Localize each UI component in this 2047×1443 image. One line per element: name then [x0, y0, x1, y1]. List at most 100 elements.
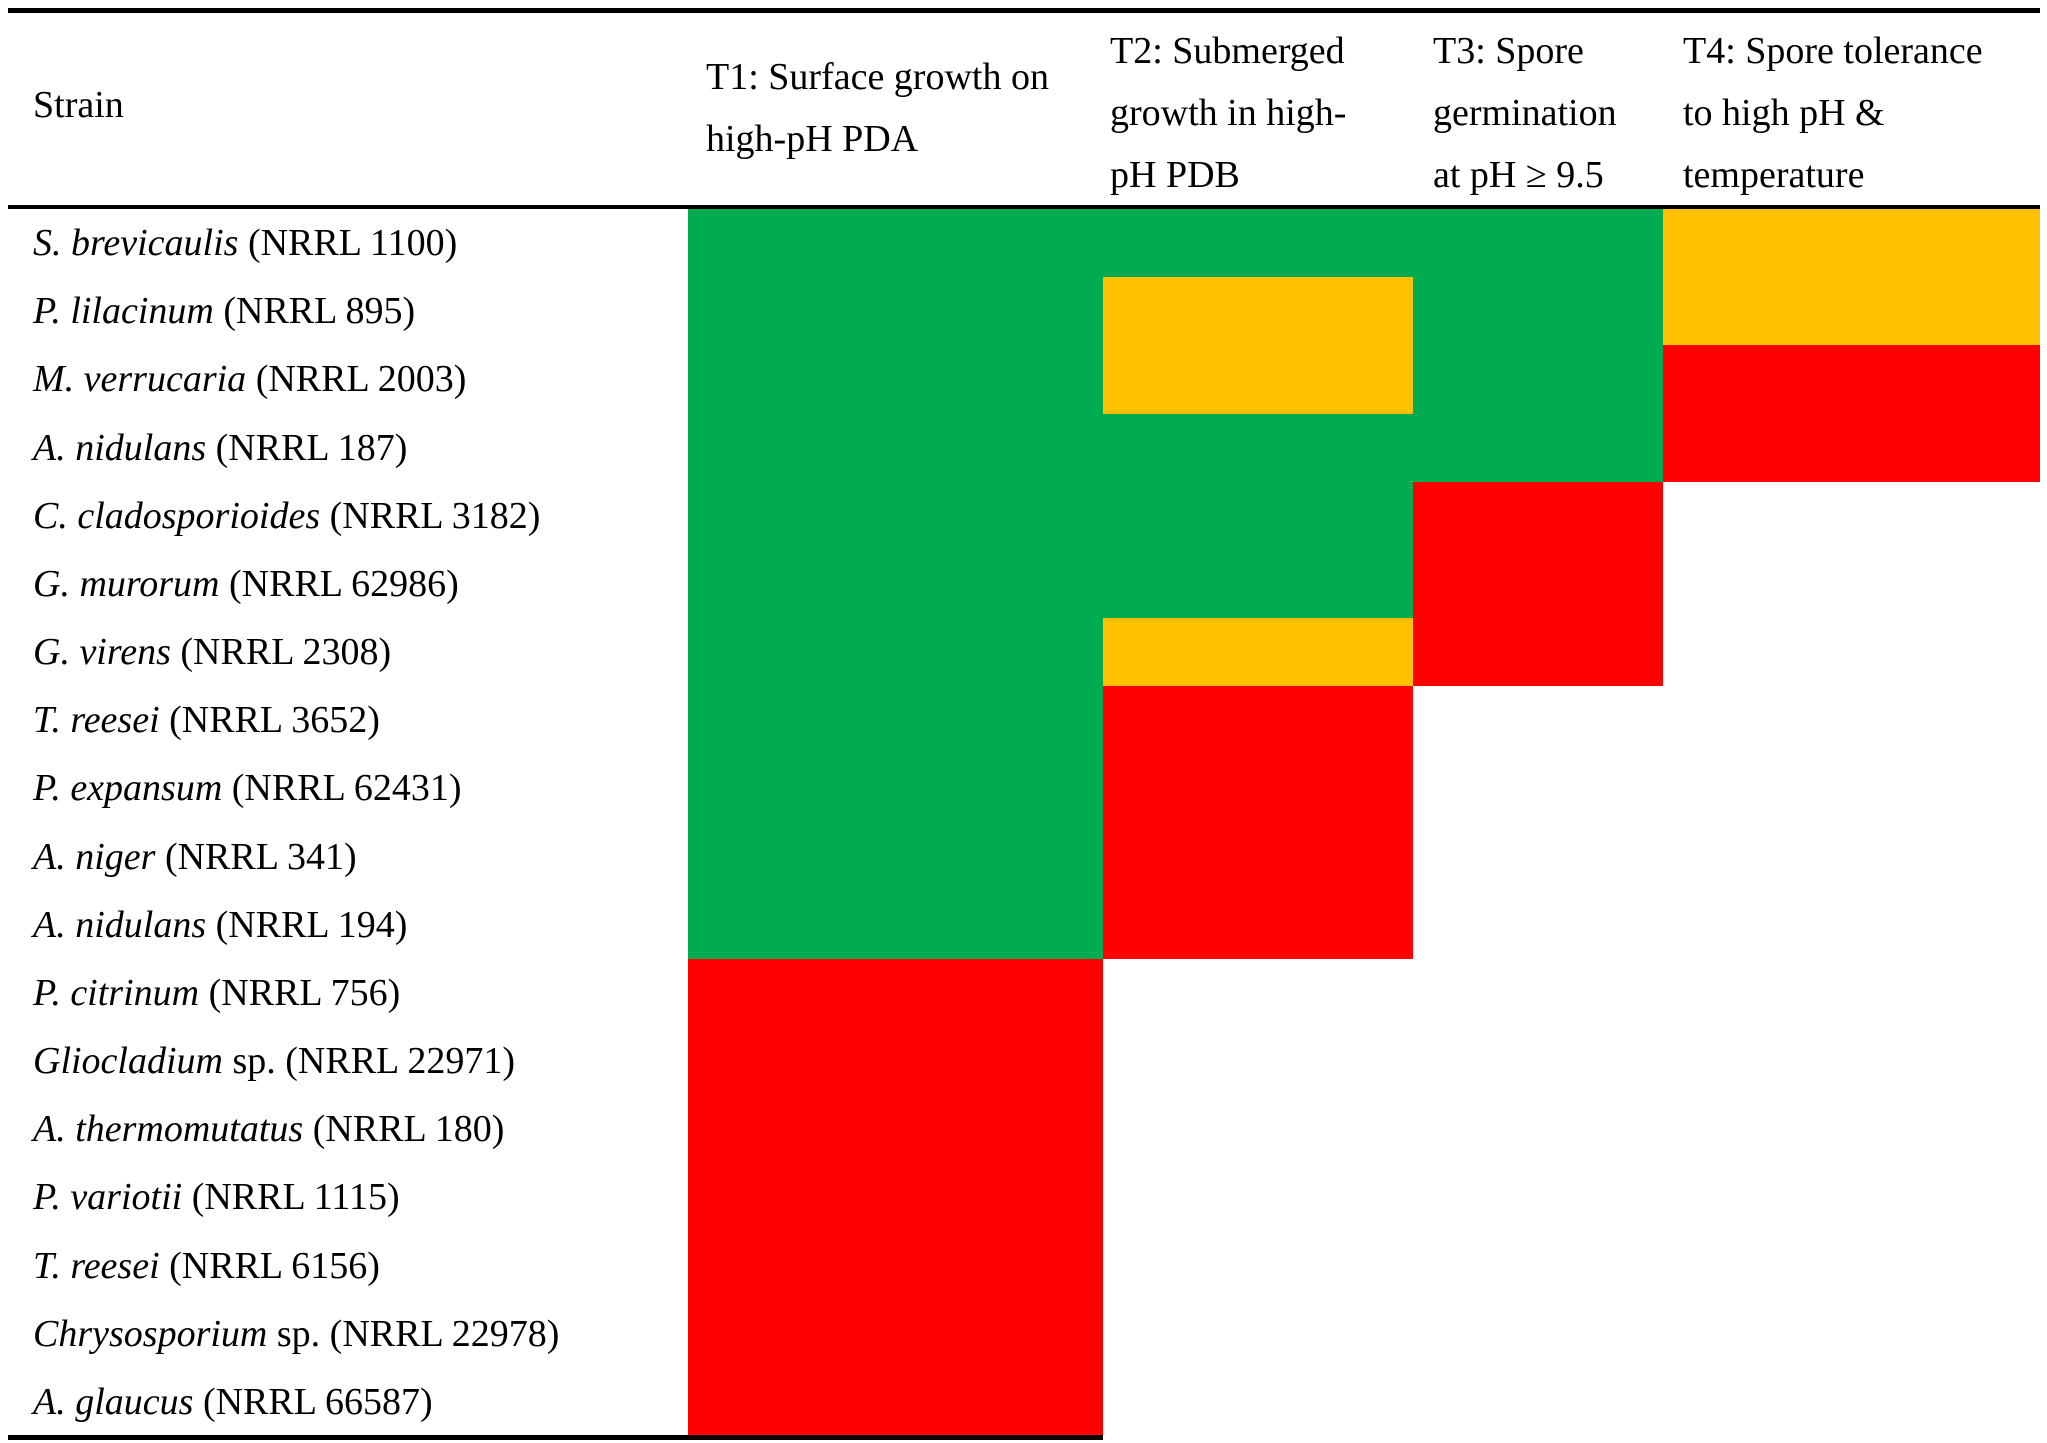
column-header-t2-line: T2: Submerged	[1110, 30, 1345, 72]
result-cell-t3	[1413, 1095, 1663, 1163]
table-row: A. niger (NRRL 341)	[0, 823, 2047, 891]
result-cell-t2	[1103, 959, 1413, 1027]
strain-species-italic: A. nidulans	[33, 904, 207, 946]
result-cell-t4	[1663, 1095, 2040, 1163]
strain-species-italic: A. niger	[33, 836, 156, 878]
column-header-strain: Strain	[33, 74, 124, 136]
result-cell-t2	[1103, 1300, 1413, 1368]
strain-species-italic: A. nidulans	[33, 427, 207, 469]
result-cell-t1	[688, 1163, 1103, 1232]
table-row: A. thermomutatus (NRRL 180)	[0, 1095, 2047, 1163]
result-cell-t4	[1663, 823, 2040, 891]
strain-species-italic: S. brevicaulis	[33, 222, 239, 264]
strain-label: A. nidulans (NRRL 194)	[33, 891, 407, 959]
result-cell-t3	[1413, 550, 1663, 618]
column-header-strain-line: Strain	[33, 84, 124, 126]
strain-species-italic: P. citrinum	[33, 972, 200, 1014]
strain-accession: (NRRL 1115)	[182, 1176, 400, 1218]
result-cell-t1	[688, 1300, 1103, 1368]
result-cell-t3	[1413, 277, 1663, 345]
strain-accession: (NRRL 194)	[206, 904, 408, 946]
column-header-t3: T3: Spore germination at pH ≥ 9.5	[1433, 20, 1617, 206]
table-row: G. virens (NRRL 2308)	[0, 618, 2047, 686]
table-row: M. verrucaria (NRRL 2003)	[0, 345, 2047, 414]
result-cell-t3	[1413, 1300, 1663, 1368]
strain-species-italic: G. virens	[33, 631, 171, 673]
table-bottom-border	[8, 1435, 1103, 1440]
strain-label: P. lilacinum (NRRL 895)	[33, 277, 415, 345]
strain-label: T. reesei (NRRL 6156)	[33, 1232, 380, 1300]
strain-accession: (NRRL 3182)	[320, 495, 541, 537]
column-header-t1-line: high-pH PDA	[706, 118, 919, 160]
result-cell-t4	[1663, 209, 2040, 277]
result-cell-t1	[688, 1095, 1103, 1163]
result-cell-t4	[1663, 1368, 2040, 1436]
result-cell-t4	[1663, 1232, 2040, 1300]
result-cell-t3	[1413, 618, 1663, 686]
strain-label: T. reesei (NRRL 3652)	[33, 686, 380, 754]
column-header-t3-line: T3: Spore	[1433, 30, 1584, 72]
table-top-border	[8, 8, 2040, 13]
strain-species-italic: Chrysosporium	[33, 1313, 268, 1355]
strain-accession: (NRRL 1100)	[238, 222, 458, 264]
result-cell-t3	[1413, 1163, 1663, 1232]
table-row: T. reesei (NRRL 6156)	[0, 1232, 2047, 1300]
column-header-t2-line: growth in high-	[1110, 92, 1347, 134]
result-cell-t4	[1663, 1027, 2040, 1095]
result-cell-t2	[1103, 823, 1413, 891]
result-cell-t2	[1103, 345, 1413, 414]
strain-label: M. verrucaria (NRRL 2003)	[33, 345, 466, 414]
result-cell-t2	[1103, 550, 1413, 618]
result-cell-t4	[1663, 345, 2040, 414]
result-cell-t1	[688, 345, 1103, 414]
table-row: A. nidulans (NRRL 187)	[0, 414, 2047, 482]
strain-species-italic: P. lilacinum	[33, 290, 214, 332]
result-cell-t3	[1413, 891, 1663, 959]
column-header-t3-line: germination	[1433, 92, 1617, 134]
table-row: G. murorum (NRRL 62986)	[0, 550, 2047, 618]
strain-label: G. virens (NRRL 2308)	[33, 618, 391, 686]
strain-species-italic: Gliocladium	[33, 1040, 223, 1082]
result-cell-t2	[1103, 686, 1413, 754]
strain-accession: sp. (NRRL 22971)	[222, 1040, 516, 1082]
strain-species-italic: A. thermomutatus	[33, 1108, 304, 1150]
result-cell-t4	[1663, 891, 2040, 959]
strain-species-italic: T. reesei	[33, 1245, 160, 1287]
result-cell-t2	[1103, 482, 1413, 550]
result-cell-t4	[1663, 482, 2040, 550]
table-row: P. expansum (NRRL 62431)	[0, 754, 2047, 823]
strain-label: A. glaucus (NRRL 66587)	[33, 1368, 433, 1436]
strain-accession: (NRRL 2003)	[246, 358, 467, 400]
result-cell-t3	[1413, 754, 1663, 823]
result-cell-t1	[688, 754, 1103, 823]
result-cell-t4	[1663, 414, 2040, 482]
strain-accession: (NRRL 62431)	[222, 767, 462, 809]
strain-accession: (NRRL 6156)	[159, 1245, 380, 1287]
result-cell-t2	[1103, 209, 1413, 277]
strain-accession: (NRRL 341)	[155, 836, 357, 878]
strain-label: S. brevicaulis (NRRL 1100)	[33, 209, 457, 277]
column-header-t4: T4: Spore tolerance to high pH & tempera…	[1683, 20, 1983, 206]
column-header-t4-line: T4: Spore tolerance	[1683, 30, 1983, 72]
header-separator	[8, 205, 2040, 209]
result-cell-t3	[1413, 1027, 1663, 1095]
strain-species-italic: A. glaucus	[33, 1381, 194, 1423]
strain-label: G. murorum (NRRL 62986)	[33, 550, 459, 618]
strain-accession: (NRRL 756)	[199, 972, 401, 1014]
strain-accession: (NRRL 66587)	[193, 1381, 433, 1423]
table-row: A. glaucus (NRRL 66587)	[0, 1368, 2047, 1436]
result-cell-t1	[688, 686, 1103, 754]
result-cell-t4	[1663, 277, 2040, 345]
result-cell-t1	[688, 209, 1103, 277]
strain-species-italic: P. expansum	[33, 767, 223, 809]
strain-species-italic: P. variotii	[33, 1176, 183, 1218]
result-cell-t4	[1663, 754, 2040, 823]
result-cell-t3	[1413, 209, 1663, 277]
result-cell-t2	[1103, 1027, 1413, 1095]
result-cell-t4	[1663, 1163, 2040, 1232]
result-cell-t1	[688, 1368, 1103, 1436]
result-cell-t4	[1663, 618, 2040, 686]
strain-accession: (NRRL 3652)	[159, 699, 380, 741]
result-cell-t4	[1663, 1300, 2040, 1368]
